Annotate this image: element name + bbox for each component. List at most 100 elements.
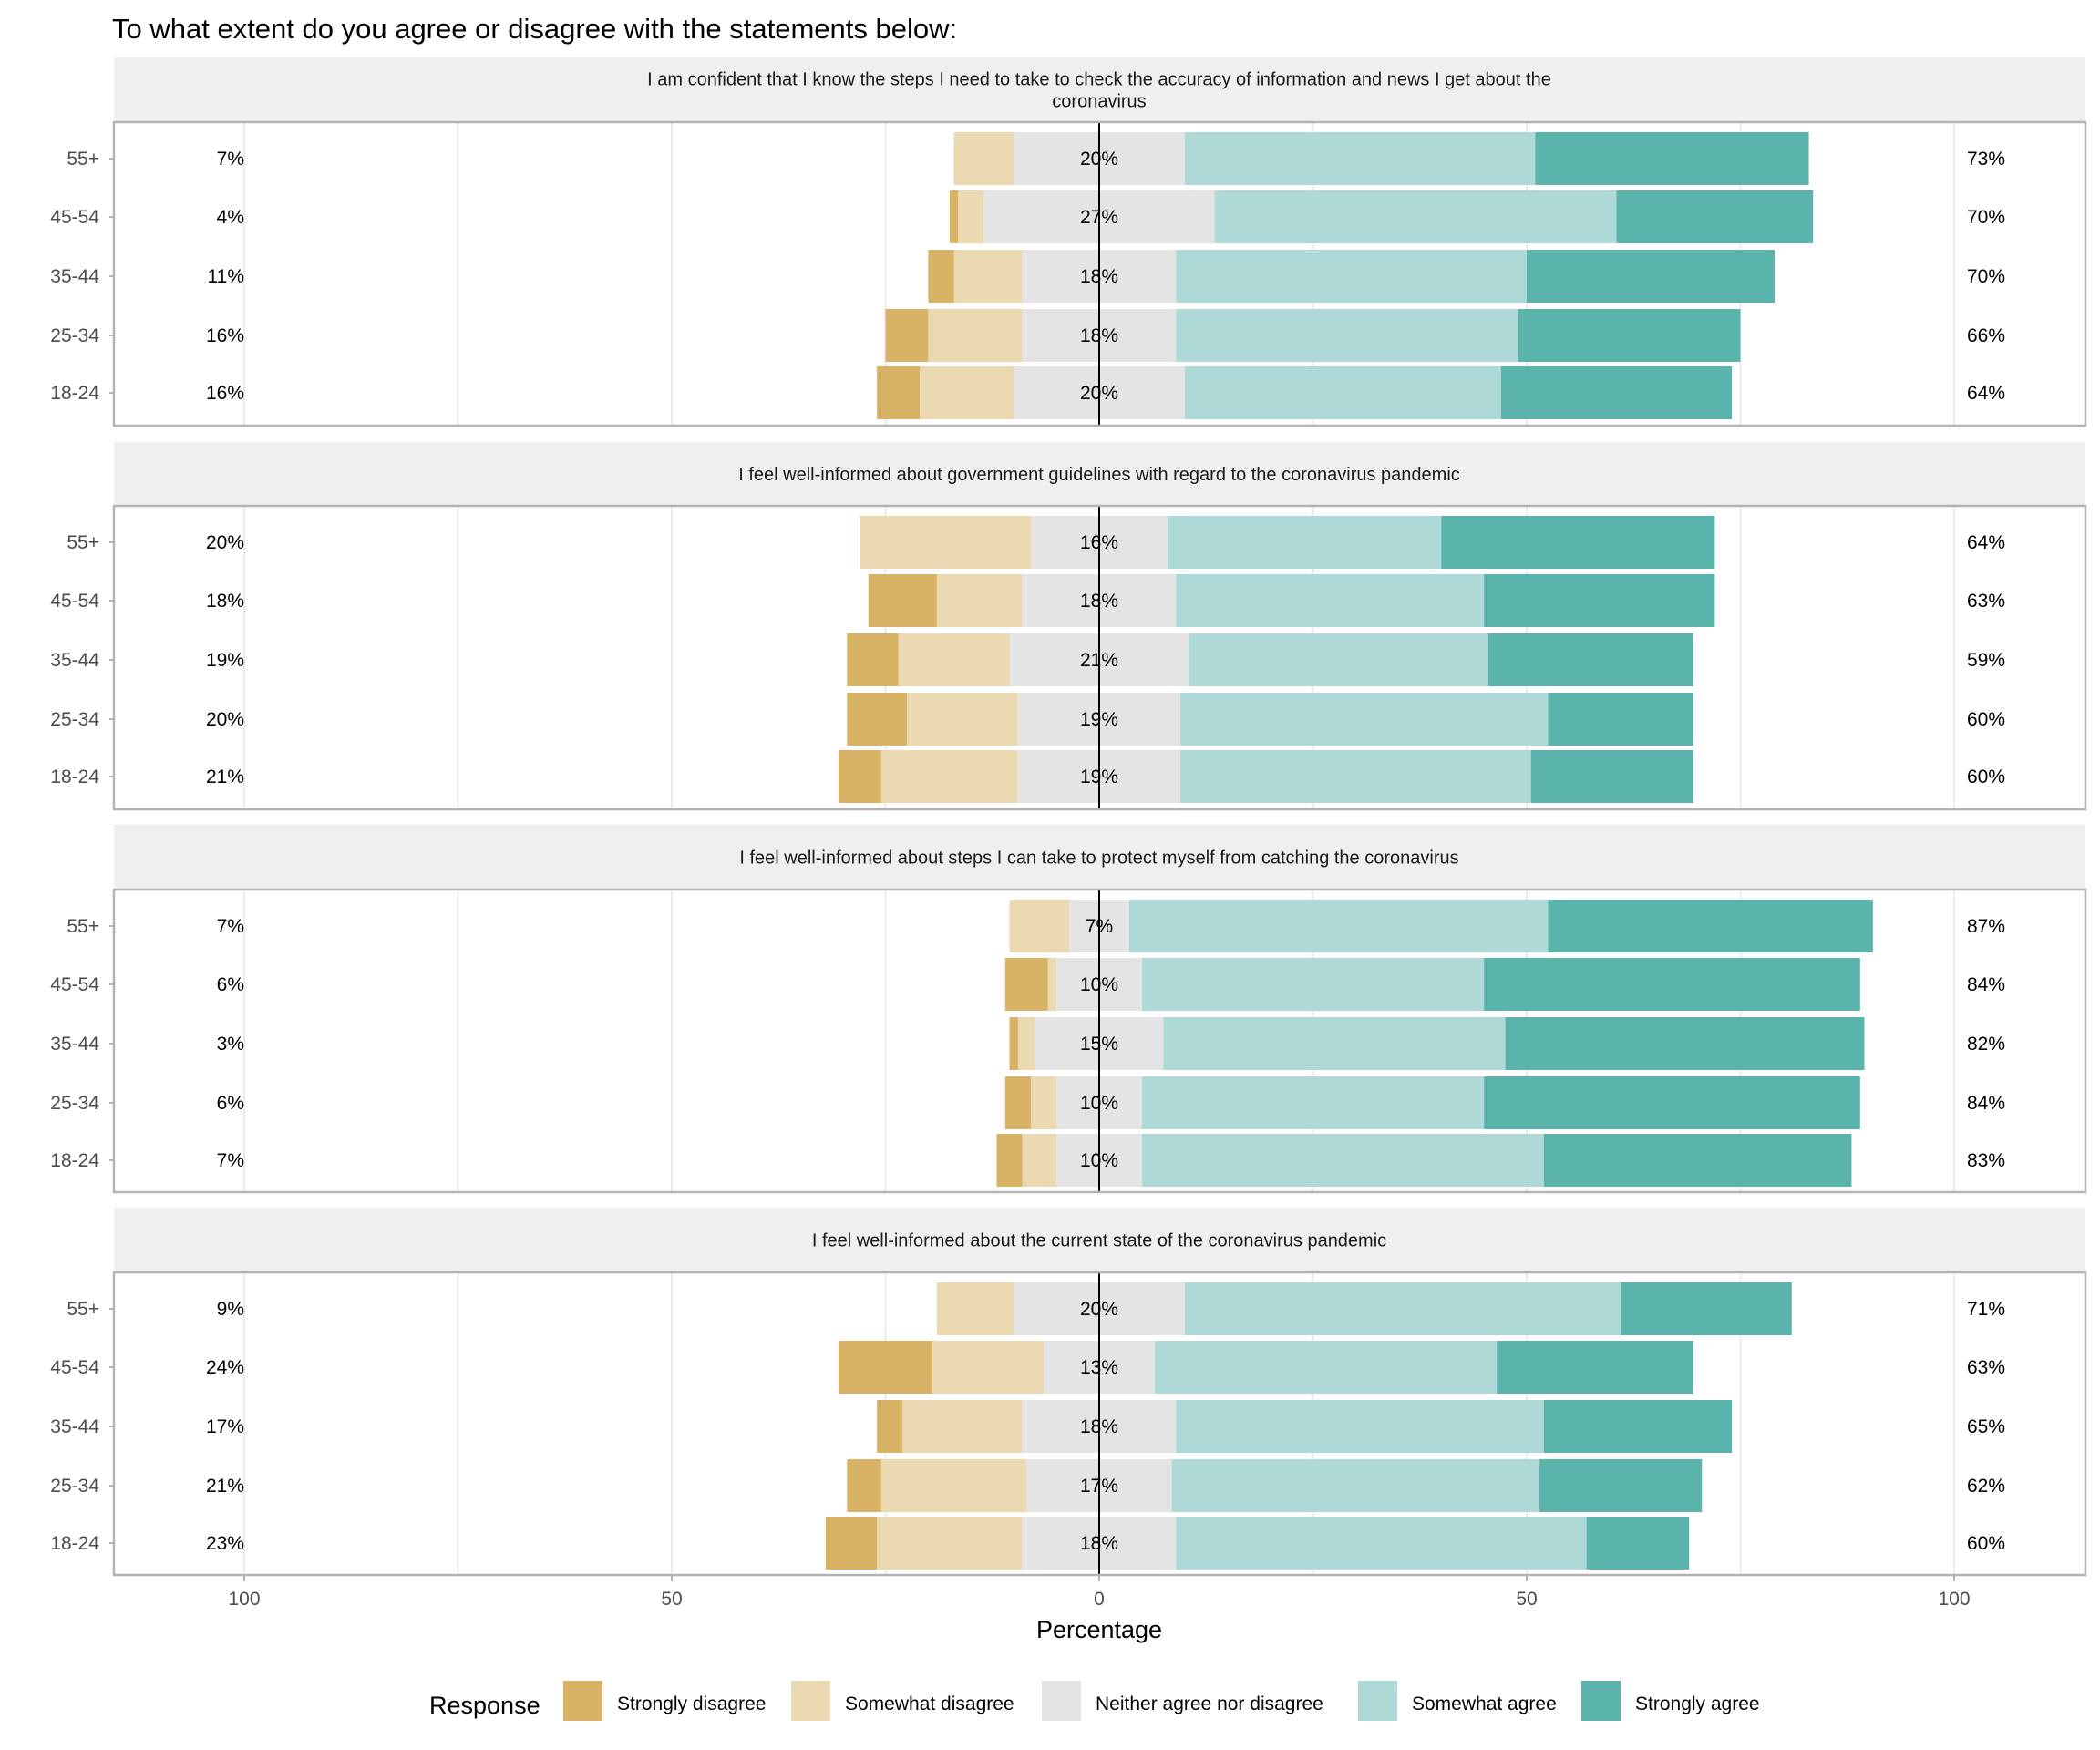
- agree-total-label: 84%: [1967, 1093, 2005, 1114]
- bar-segment-strongly-agree: [1484, 958, 1860, 1011]
- y-tick-label: 35-44: [50, 1416, 99, 1437]
- bar-segment-somewhat-agree: [1141, 958, 1485, 1011]
- bar-row-45-54: [1004, 958, 1860, 1011]
- agree-total-label: 71%: [1967, 1299, 2005, 1320]
- bar-segment-somewhat-agree: [1154, 1341, 1498, 1394]
- bar-row-55: [860, 516, 1715, 569]
- agree-total-label: 60%: [1967, 767, 2005, 788]
- disagree-total-label: 18%: [206, 591, 244, 612]
- agree-total-label: 59%: [1967, 650, 2005, 671]
- legend-item-strongly-disagree: Strongly disagree: [563, 1681, 766, 1721]
- y-tick-label: 45-54: [50, 591, 99, 612]
- bar-segment-somewhat-disagree: [898, 633, 1010, 686]
- facet-strip: [114, 1208, 2085, 1272]
- x-tick-label: 100: [1938, 1589, 1970, 1610]
- bar-segment-somewhat-disagree: [928, 309, 1023, 362]
- bar-row-18-24: [877, 366, 1733, 419]
- bar-segment-strongly-disagree: [996, 1134, 1023, 1187]
- bar-row-25-34: [885, 309, 1741, 362]
- bar-row-45-54: [868, 574, 1715, 627]
- agree-total-label: 64%: [1967, 532, 2005, 553]
- agree-total-label: 83%: [1967, 1150, 2005, 1171]
- bar-segment-strongly-disagree: [885, 309, 929, 362]
- bar-segment-somewhat-disagree: [953, 132, 1014, 185]
- facet-strip: [114, 442, 2085, 506]
- bar-row-25-34: [847, 1459, 1703, 1512]
- bar-row-55: [936, 1282, 1792, 1335]
- disagree-total-label: 7%: [217, 149, 244, 170]
- legend-item-strongly-agree: Strongly agree: [1581, 1681, 1760, 1721]
- bar-segment-strongly-disagree: [877, 366, 921, 419]
- facet-strip: [114, 57, 2085, 122]
- legend-swatch: [791, 1681, 830, 1721]
- disagree-total-label: 6%: [217, 1093, 244, 1114]
- disagree-total-label: 19%: [206, 650, 244, 671]
- disagree-total-label: 3%: [217, 1034, 244, 1055]
- agree-total-label: 65%: [1967, 1416, 2005, 1437]
- bar-segment-somewhat-disagree: [902, 1400, 1023, 1453]
- bar-segment-strongly-agree: [1616, 190, 1814, 243]
- agree-total-label: 84%: [1967, 974, 2005, 995]
- agree-total-label: 82%: [1967, 1034, 2005, 1055]
- disagree-total-label: 11%: [208, 266, 244, 287]
- bar-segment-somewhat-agree: [1176, 309, 1518, 362]
- facet-strip-label: I feel well-informed about the current s…: [812, 1231, 1386, 1251]
- bar-row-18-24: [825, 1517, 1690, 1570]
- bar-segment-somewhat-agree: [1180, 693, 1549, 746]
- y-tick-label: 25-34: [50, 1476, 99, 1497]
- y-tick-label: 18-24: [50, 1150, 99, 1171]
- disagree-total-label: 17%: [206, 1416, 244, 1437]
- disagree-total-label: 7%: [217, 916, 244, 937]
- bar-row-18-24: [996, 1134, 1852, 1187]
- legend-label: Somewhat agree: [1412, 1693, 1557, 1714]
- disagree-total-label: 21%: [206, 1476, 244, 1497]
- bar-segment-strongly-agree: [1543, 1400, 1733, 1453]
- y-tick-label: 35-44: [50, 650, 99, 671]
- bar-segment-somewhat-disagree: [906, 693, 1018, 746]
- bar-segment-somewhat-disagree: [920, 366, 1014, 419]
- agree-total-label: 62%: [1967, 1476, 2005, 1497]
- y-tick-label: 55+: [67, 532, 99, 553]
- y-tick-label: 55+: [67, 916, 99, 937]
- facet-panel-3: I feel well-informed about steps I can t…: [50, 825, 2087, 1194]
- disagree-total-label: 6%: [217, 974, 244, 995]
- y-tick-label: 55+: [67, 1299, 99, 1320]
- facet-panel-4: I feel well-informed about the current s…: [50, 1208, 2087, 1577]
- bar-segment-strongly-agree: [1586, 1517, 1690, 1570]
- bar-segment-somewhat-disagree: [958, 190, 984, 243]
- disagree-total-label: 9%: [217, 1299, 244, 1320]
- bar-segment-somewhat-agree: [1184, 1282, 1621, 1335]
- facet-panel-2: I feel well-informed about government gu…: [50, 442, 2087, 811]
- y-tick-label: 35-44: [50, 1034, 99, 1055]
- bar-segment-somewhat-agree: [1171, 1459, 1540, 1512]
- bar-row-45-54: [838, 1341, 1693, 1394]
- bar-segment-strongly-disagree: [868, 574, 937, 627]
- agree-total-label: 64%: [1967, 383, 2005, 404]
- bar-segment-strongly-agree: [1543, 1134, 1852, 1187]
- panel-border: [112, 888, 2087, 1194]
- bar-segment-somewhat-agree: [1180, 750, 1531, 803]
- bar-segment-somewhat-agree: [1176, 1517, 1587, 1570]
- bar-segment-strongly-agree: [1548, 900, 1873, 952]
- bar-segment-strongly-disagree: [949, 190, 959, 243]
- bar-segment-strongly-agree: [1535, 132, 1809, 185]
- agree-total-label: 60%: [1967, 1533, 2005, 1554]
- bar-row-35-44: [847, 633, 1693, 686]
- y-tick-label: 25-34: [50, 1093, 99, 1114]
- y-tick-label: 18-24: [50, 1533, 99, 1554]
- legend-item-somewhat-disagree: Somewhat disagree: [791, 1681, 1014, 1721]
- bar-row-45-54: [949, 190, 1814, 243]
- legend-label: Somewhat disagree: [845, 1693, 1014, 1714]
- y-tick-label: 18-24: [50, 383, 99, 404]
- legend-title: Response: [429, 1692, 540, 1719]
- bar-segment-strongly-agree: [1505, 1017, 1865, 1070]
- bar-segment-strongly-disagree: [847, 693, 907, 746]
- bar-segment-strongly-disagree: [847, 1459, 881, 1512]
- x-tick-label: 100: [228, 1589, 260, 1610]
- legend-item-somewhat-agree: Somewhat agree: [1358, 1681, 1557, 1721]
- bar-segment-somewhat-disagree: [880, 750, 1018, 803]
- bar-segment-somewhat-disagree: [860, 516, 1031, 569]
- bar-segment-strongly-agree: [1530, 750, 1693, 803]
- bar-segment-strongly-agree: [1488, 633, 1693, 686]
